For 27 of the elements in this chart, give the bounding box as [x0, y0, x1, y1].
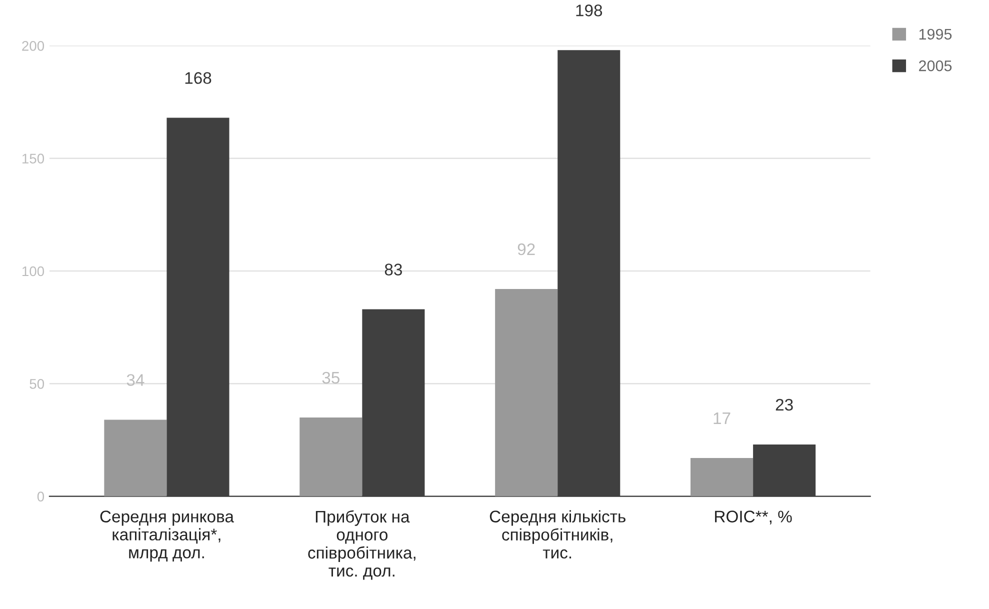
- data-label: 23: [776, 398, 793, 411]
- data-label: 17: [714, 412, 730, 424]
- bar: [690, 458, 754, 496]
- y-tick-label: 100: [22, 266, 44, 276]
- bar: [495, 289, 558, 496]
- y-tick-label: 50: [30, 379, 44, 389]
- data-label: 168: [185, 72, 212, 84]
- bar: [362, 309, 425, 496]
- x-tick-label: Середня кількість співробітників, тис.: [490, 510, 626, 559]
- y-tick-label: 150: [22, 154, 44, 164]
- x-tick-label: ROIC**, %: [715, 510, 792, 524]
- x-tick-label: Середня ринкова капіталізація*, млрд дол.: [100, 510, 234, 562]
- data-label: 198: [576, 4, 602, 16]
- legend-label: 1995: [919, 28, 952, 40]
- x-tick-label: Прибуток на одного співробітника, тис. дол.: [308, 510, 416, 580]
- bar: [166, 118, 230, 496]
- y-tick-label: 0: [37, 492, 44, 502]
- data-label: 35: [322, 372, 340, 384]
- bar: [104, 420, 167, 496]
- bar: [558, 50, 620, 496]
- bar: [300, 417, 362, 496]
- y-tick-label: 200: [22, 41, 44, 51]
- legend-label: 2005: [919, 60, 952, 72]
- bar: [753, 444, 816, 496]
- data-label: 34: [126, 374, 144, 386]
- data-label: 83: [384, 264, 402, 276]
- data-label: 92: [518, 243, 535, 256]
